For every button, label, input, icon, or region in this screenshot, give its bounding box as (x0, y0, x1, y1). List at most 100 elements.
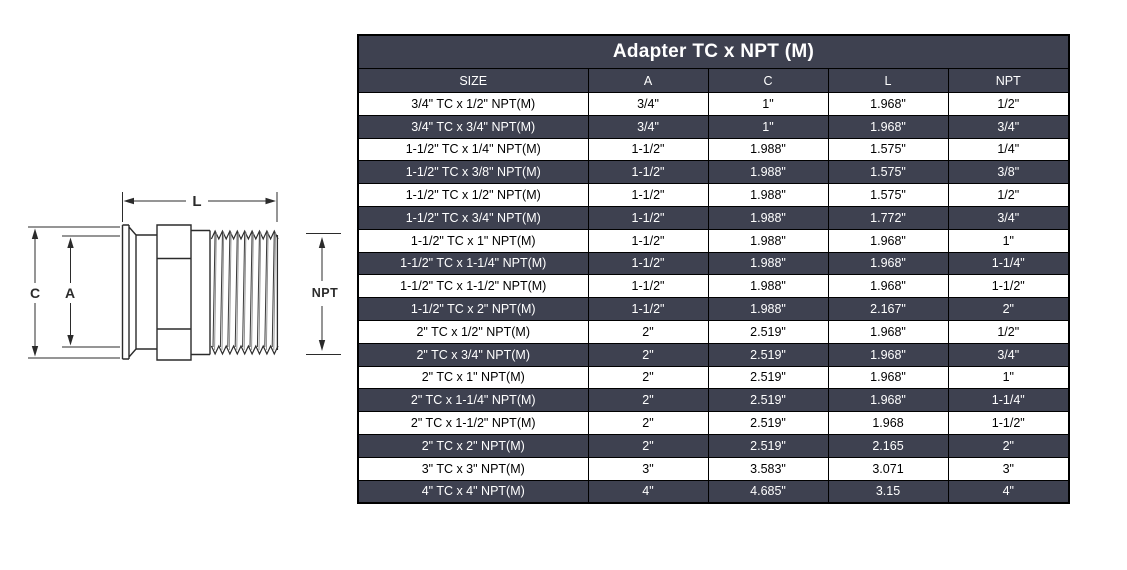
table-header-row: SIZE A C L NPT (357, 68, 1070, 93)
table-row: 1-1/2" TC x 1-1/4" NPT(M) 1-1/2" 1.988" 1.9… (357, 251, 1070, 276)
table-cell: 2" TC x 1-1/4" NPT(M) (357, 388, 589, 413)
table-cell: 3/8" (947, 160, 1070, 185)
table-row: 1-1/2" TC x 1" NPT(M) 1-1/2" 1.988" 1.968" 1… (357, 228, 1070, 253)
table-cell: 1-1/2" (587, 297, 709, 321)
table-cell: 1-1/2" (947, 411, 1070, 435)
thread-hatch-light (214, 231, 276, 351)
dimension-C (28, 226, 120, 359)
table-cell: 4" (587, 479, 709, 504)
table-title-row: Adapter TC x NPT (M) (357, 34, 1070, 69)
thread-relief (191, 229, 211, 356)
table-cell: 2" TC x 1-1/2" NPT(M) (357, 411, 589, 435)
table-cell: 1-1/2" TC x 1-1/4" NPT(M) (357, 251, 589, 276)
table-cell: 1-1/2" (587, 205, 709, 230)
tc-ferrule (121, 224, 137, 360)
table-cell: 1-1/2" (587, 183, 709, 207)
table-cell: 3.15 (827, 479, 949, 504)
thread-crest-bottom (210, 344, 279, 356)
table-cell: 2" (947, 433, 1070, 458)
table-cell: 4" TC x 4" NPT(M) (357, 479, 589, 504)
table-cell: 2.519" (707, 433, 829, 458)
dimension-L (122, 192, 278, 222)
table-cell: 1.968" (827, 92, 949, 116)
table-cell: 1" (707, 92, 829, 116)
table-cell: 1.968" (827, 274, 949, 299)
table-cell: 2" TC x 1" NPT(M) (357, 365, 589, 390)
table-cell: 1-1/2" TC x 1/2" NPT(M) (357, 183, 589, 207)
table-cell: 4.685" (707, 479, 829, 504)
table-cell: 1" (947, 365, 1070, 390)
table-row: 1-1/2" TC x 1/2" NPT(M) 1-1/2" 1.988" 1.575… (357, 183, 1070, 207)
table-row: 1-1/2" TC x 3/4" NPT(M) 1-1/2" 1.988" 1.772… (357, 205, 1070, 230)
table-cell: 1/2" (947, 319, 1070, 344)
table-cell: 2" TC x 3/4" NPT(M) (357, 342, 589, 367)
dimension-NPT (306, 233, 341, 355)
table-row: 2" TC x 1/2" NPT(M) 2" 2.519" 1.968" 1/2" (357, 319, 1070, 344)
table-title: Adapter TC x NPT (M) (357, 34, 1070, 69)
table-cell: 1-1/2" TC x 1/4" NPT(M) (357, 137, 589, 162)
spec-table-body: 3/4" TC x 1/2" NPT(M) 3/4" 1" 1.968" 1/2" 3/4… (357, 92, 1070, 504)
dim-label-A: A (65, 285, 75, 301)
table-row: 3/4" TC x 3/4" NPT(M) 3/4" 1" 1.968" 3/4" (357, 114, 1070, 139)
table-cell: 2.519" (707, 365, 829, 390)
dim-label-C: C (30, 285, 40, 301)
table-row: 1-1/2" TC x 3/8" NPT(M) 1-1/2" 1.988" 1.575… (357, 160, 1070, 185)
table-cell: 1/4" (947, 137, 1070, 162)
table-cell: 1.772" (827, 205, 949, 230)
table-cell: 3/4" (587, 114, 709, 139)
table-cell: 1.988" (707, 160, 829, 185)
table-row: 2" TC x 1-1/2" NPT(M) 2" 2.519" 1.968 1-1/2" (357, 411, 1070, 435)
column-header-l: L (827, 68, 949, 93)
table-cell: 3.071 (827, 456, 949, 481)
table-cell: 1-1/2" (587, 160, 709, 185)
table-cell: 1-1/2" (587, 137, 709, 162)
table-cell: 2.519" (707, 342, 829, 367)
table-cell: 1.968" (827, 251, 949, 276)
table-cell: 1.968 (827, 411, 949, 435)
table-cell: 1.988" (707, 251, 829, 276)
column-header-a: A (587, 68, 709, 93)
table-row: 3/4" TC x 1/2" NPT(M) 3/4" 1" 1.968" 1/2" (357, 92, 1070, 116)
table-cell: 1.575" (827, 137, 949, 162)
table-cell: 1.575" (827, 183, 949, 207)
table-cell: 1.968" (827, 365, 949, 390)
table-cell: 1-1/2" TC x 3/8" NPT(M) (357, 160, 589, 185)
dim-label-L: L (192, 193, 201, 210)
column-header-c: C (707, 68, 829, 93)
adapter-technical-drawing: L C A NPT (28, 192, 341, 361)
table-cell: 1.988" (707, 205, 829, 230)
table-cell: 1-1/2" TC x 1-1/2" NPT(M) (357, 274, 589, 299)
table-cell: 1.968" (827, 342, 949, 367)
neck (136, 234, 157, 350)
table-cell: 1-1/2" TC x 3/4" NPT(M) (357, 205, 589, 230)
table-cell: 1.575" (827, 160, 949, 185)
column-header-npt: NPT (947, 68, 1070, 93)
table-cell: 1.968" (827, 228, 949, 253)
table-cell: 3/4" TC x 1/2" NPT(M) (357, 92, 589, 116)
table-cell: 1.988" (707, 228, 829, 253)
table-cell: 2.167" (827, 297, 949, 321)
table-cell: 2" (587, 319, 709, 344)
table-cell: 1-1/2" (947, 274, 1070, 299)
table-cell: 2" (947, 297, 1070, 321)
table-cell: 1-1/2" (587, 228, 709, 253)
table-cell: 3/4" (947, 205, 1070, 230)
table-cell: 1/2" (947, 92, 1070, 116)
dim-label-NPT: NPT (312, 286, 339, 300)
table-cell: 2.519" (707, 411, 829, 435)
table-cell: 1/2" (947, 183, 1070, 207)
table-cell: 1" (947, 228, 1070, 253)
table-cell: 1.988" (707, 274, 829, 299)
table-cell: 3" (947, 456, 1070, 481)
table-cell: 1.968" (827, 388, 949, 413)
thread-hatch-dark (212, 230, 275, 348)
table-cell: 1-1/2" TC x 2" NPT(M) (357, 297, 589, 321)
table-row: 1-1/2" TC x 1/4" NPT(M) 1-1/2" 1.988" 1.575… (357, 137, 1070, 162)
table-cell: 2" (587, 342, 709, 367)
npt-threads (210, 229, 279, 356)
table-row: 3" TC x 3" NPT(M) 3" 3.583" 3.071 3" (357, 456, 1070, 481)
table-cell: 2.519" (707, 388, 829, 413)
column-header-size: SIZE (357, 68, 589, 93)
table-row: 2" TC x 3/4" NPT(M) 2" 2.519" 1.968" 3/4" (357, 342, 1070, 367)
table-cell: 2" TC x 2" NPT(M) (357, 433, 589, 458)
